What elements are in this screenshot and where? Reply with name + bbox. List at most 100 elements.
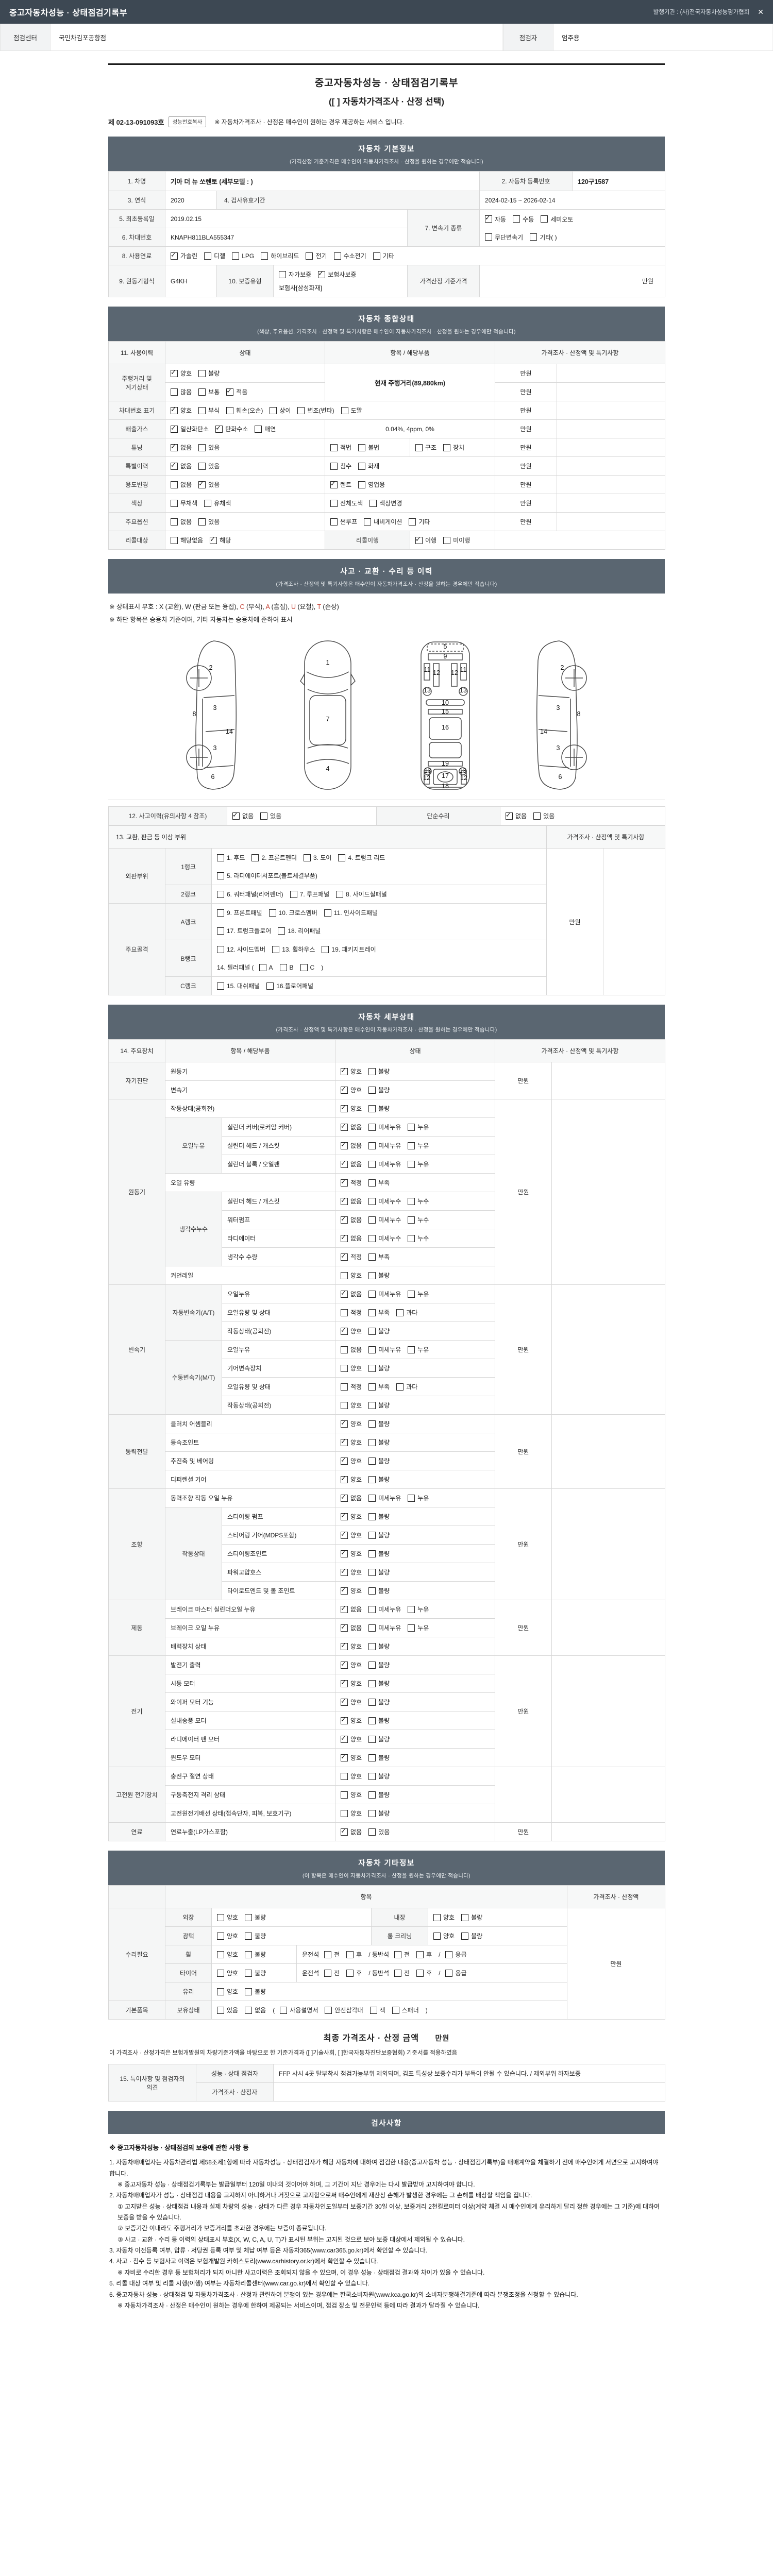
checkbox[interactable]	[408, 1234, 415, 1242]
checkbox[interactable]	[330, 518, 338, 526]
checkbox[interactable]	[280, 2006, 288, 2014]
checkbox[interactable]	[217, 1932, 224, 1940]
checkbox[interactable]	[541, 215, 548, 223]
checkbox[interactable]	[171, 499, 178, 507]
checkbox[interactable]	[461, 1913, 469, 1921]
checkbox[interactable]	[341, 1252, 348, 1261]
checkbox[interactable]	[368, 1587, 376, 1595]
checkbox[interactable]	[408, 1290, 415, 1298]
checkbox[interactable]	[408, 1346, 415, 1353]
checkbox[interactable]	[245, 1951, 253, 1958]
center-field[interactable]: 국민차김포공항점	[51, 24, 503, 50]
checkbox[interactable]	[368, 1327, 376, 1335]
checkbox[interactable]	[368, 1476, 376, 1483]
checkbox[interactable]	[217, 854, 224, 861]
checkbox[interactable]	[373, 252, 380, 260]
checkbox[interactable]	[341, 1456, 348, 1465]
checkbox[interactable]	[341, 1346, 348, 1353]
checkbox[interactable]	[368, 1420, 376, 1428]
checkbox[interactable]	[198, 369, 206, 377]
checkbox[interactable]	[341, 1530, 348, 1539]
checkbox[interactable]	[303, 854, 311, 861]
checkbox[interactable]	[341, 1159, 348, 1168]
checkbox[interactable]	[171, 368, 178, 377]
checkbox[interactable]	[394, 1969, 402, 1977]
close-icon[interactable]: ✕	[758, 7, 764, 16]
checkbox[interactable]	[330, 480, 338, 488]
checkbox[interactable]	[171, 405, 178, 414]
checkbox[interactable]	[217, 1988, 224, 1995]
checkbox[interactable]	[368, 1754, 376, 1761]
checkbox[interactable]	[341, 1734, 348, 1743]
checkbox[interactable]	[278, 927, 285, 935]
checkbox[interactable]	[416, 1951, 424, 1958]
checkbox[interactable]	[217, 872, 224, 879]
checkbox[interactable]	[368, 1809, 376, 1817]
checkbox[interactable]	[415, 444, 423, 451]
checkbox[interactable]	[368, 1680, 376, 1687]
checkbox[interactable]	[171, 388, 178, 396]
checkbox[interactable]	[171, 536, 178, 544]
checkbox[interactable]	[368, 1160, 376, 1168]
checkbox[interactable]	[368, 1197, 376, 1205]
checkbox[interactable]	[368, 1253, 376, 1261]
checkbox[interactable]	[245, 2006, 253, 2014]
checkbox[interactable]	[433, 1913, 441, 1921]
checkbox[interactable]	[368, 1772, 376, 1780]
checkbox[interactable]	[358, 444, 366, 451]
checkbox[interactable]	[341, 1604, 348, 1613]
checkbox[interactable]	[341, 1512, 348, 1520]
checkbox[interactable]	[198, 388, 206, 396]
checkbox[interactable]	[368, 1717, 376, 1724]
checkbox[interactable]	[341, 1827, 348, 1836]
checkbox[interactable]	[217, 927, 224, 935]
checkbox[interactable]	[341, 1215, 348, 1224]
checkbox[interactable]	[341, 1085, 348, 1094]
checkbox[interactable]	[266, 982, 274, 990]
checkbox[interactable]	[324, 909, 331, 917]
checkbox[interactable]	[341, 1641, 348, 1650]
checkbox[interactable]	[171, 518, 178, 526]
checkbox[interactable]	[408, 1160, 415, 1168]
checkbox[interactable]	[394, 1951, 402, 1958]
checkbox[interactable]	[408, 1197, 415, 1205]
checkbox[interactable]	[445, 1969, 453, 1977]
checkbox[interactable]	[364, 518, 372, 526]
checkbox[interactable]	[341, 1196, 348, 1205]
checkbox[interactable]	[368, 1086, 376, 1094]
checkbox[interactable]	[346, 1951, 354, 1958]
checkbox[interactable]	[341, 1122, 348, 1131]
checkbox[interactable]	[279, 270, 286, 278]
checkbox[interactable]	[251, 854, 259, 861]
checkbox[interactable]	[368, 1791, 376, 1799]
checkbox[interactable]	[368, 1828, 376, 1836]
checkbox[interactable]	[341, 1104, 348, 1112]
checkbox[interactable]	[368, 1290, 376, 1298]
checkbox[interactable]	[461, 1932, 469, 1940]
checkbox[interactable]	[341, 1326, 348, 1335]
checkbox[interactable]	[396, 1309, 404, 1316]
checkbox[interactable]	[198, 480, 206, 488]
checkbox[interactable]	[322, 945, 329, 953]
checkbox[interactable]	[506, 811, 513, 820]
checkbox[interactable]	[341, 1586, 348, 1595]
checkbox[interactable]	[341, 1493, 348, 1502]
checkbox[interactable]	[368, 1179, 376, 1187]
checkbox[interactable]	[368, 1272, 376, 1279]
checkbox[interactable]	[330, 444, 338, 451]
checkbox[interactable]	[341, 1716, 348, 1724]
checkbox[interactable]	[215, 424, 223, 433]
checkbox[interactable]	[341, 1791, 348, 1799]
checkbox[interactable]	[217, 909, 224, 917]
checkbox[interactable]	[341, 1233, 348, 1242]
checkbox[interactable]	[330, 462, 338, 470]
checkbox[interactable]	[217, 982, 224, 990]
checkbox[interactable]	[358, 481, 366, 488]
checkbox[interactable]	[369, 499, 377, 507]
checkbox[interactable]	[341, 1679, 348, 1687]
checkbox[interactable]	[232, 811, 240, 820]
checkbox[interactable]	[217, 1951, 224, 1958]
checkbox[interactable]	[409, 518, 416, 526]
checkbox[interactable]	[341, 406, 348, 414]
checkbox[interactable]	[260, 812, 268, 820]
